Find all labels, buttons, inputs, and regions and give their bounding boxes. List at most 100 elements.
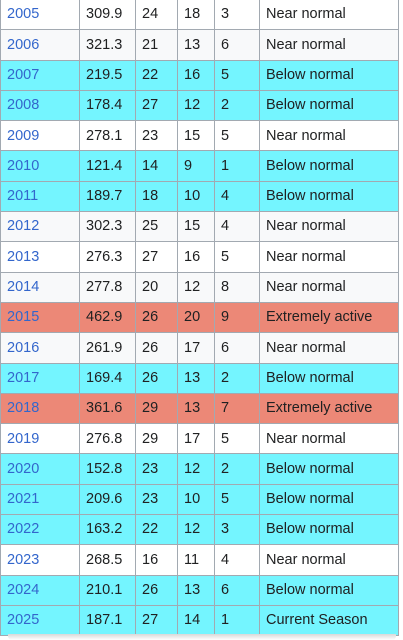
table-row: 2023 268.5 16 11 4 Near normal xyxy=(0,544,399,576)
hurricanes-cell: 9 xyxy=(177,150,215,182)
hurricanes-cell: 13 xyxy=(177,392,215,425)
tropical-storms-cell: 23 xyxy=(135,120,178,152)
season-year-link[interactable]: 2009 xyxy=(7,127,40,144)
major-hurricanes-cell: 5 xyxy=(214,423,260,455)
classification-cell: Near normal xyxy=(259,332,399,364)
season-year-link[interactable]: 2005 xyxy=(7,6,40,23)
major-hurricanes-cell: 5 xyxy=(214,483,260,516)
classification-cell: Near normal xyxy=(259,0,399,31)
table-row: 2010 121.4 14 9 1 Below normal xyxy=(0,150,399,182)
major-hurricanes-cell: 1 xyxy=(214,150,260,182)
major-hurricanes-cell: 9 xyxy=(214,301,260,334)
year-cell: 2006 xyxy=(0,29,80,61)
season-year-link[interactable]: 2015 xyxy=(7,309,40,326)
classification-cell: Below normal xyxy=(259,180,399,213)
season-year-link[interactable]: 2025 xyxy=(7,612,40,629)
season-year-link[interactable]: 2021 xyxy=(7,491,40,508)
season-year-link[interactable]: 2014 xyxy=(7,279,40,296)
classification-cell: Below normal xyxy=(259,453,399,485)
ace-value-cell: 278.1 xyxy=(79,120,136,152)
classification-cell: Near normal xyxy=(259,544,399,576)
season-year-link[interactable]: 2016 xyxy=(7,339,40,356)
hurricanes-cell: 10 xyxy=(177,483,215,516)
table-bottom-shadow xyxy=(8,634,396,640)
season-year-link[interactable]: 2024 xyxy=(7,582,40,599)
classification-cell: Below normal xyxy=(259,362,399,394)
year-cell: 2024 xyxy=(0,574,80,606)
hurricanes-cell: 12 xyxy=(177,453,215,485)
season-year-link[interactable]: 2008 xyxy=(7,97,40,114)
hurricanes-cell: 13 xyxy=(177,29,215,61)
ace-value-cell: 309.9 xyxy=(79,0,136,31)
table-row: 2024 210.1 26 13 6 Below normal xyxy=(0,574,399,606)
hurricanes-cell: 11 xyxy=(177,544,215,576)
year-cell: 2021 xyxy=(0,483,80,516)
major-hurricanes-cell: 1 xyxy=(214,604,260,637)
hurricanes-cell: 17 xyxy=(177,332,215,364)
hurricanes-cell: 12 xyxy=(177,271,215,303)
season-year-link[interactable]: 2022 xyxy=(7,521,40,538)
tropical-storms-cell: 26 xyxy=(135,332,178,364)
tropical-storms-cell: 20 xyxy=(135,271,178,303)
hurricanes-cell: 17 xyxy=(177,423,215,455)
season-year-link[interactable]: 2007 xyxy=(7,66,40,83)
season-year-link[interactable]: 2006 xyxy=(7,36,40,53)
year-cell: 2019 xyxy=(0,423,80,455)
ace-value-cell: 121.4 xyxy=(79,150,136,182)
season-year-link[interactable]: 2023 xyxy=(7,551,40,568)
table-row: 2018 361.6 29 13 7 Extremely active xyxy=(0,392,399,425)
major-hurricanes-cell: 2 xyxy=(214,89,260,122)
season-year-link[interactable]: 2020 xyxy=(7,460,40,477)
hurricanes-cell: 13 xyxy=(177,362,215,394)
major-hurricanes-cell: 5 xyxy=(214,241,260,273)
year-cell: 2017 xyxy=(0,362,80,394)
ace-value-cell: 187.1 xyxy=(79,604,136,637)
major-hurricanes-cell: 5 xyxy=(214,120,260,152)
table-row: 2013 276.3 27 16 5 Near normal xyxy=(0,241,399,273)
classification-cell: Below normal xyxy=(259,150,399,182)
ace-value-cell: 169.4 xyxy=(79,362,136,394)
tropical-storms-cell: 29 xyxy=(135,423,178,455)
season-year-link[interactable]: 2012 xyxy=(7,218,40,235)
ace-value-cell: 268.5 xyxy=(79,544,136,576)
season-year-link[interactable]: 2017 xyxy=(7,369,40,386)
tropical-storms-cell: 26 xyxy=(135,362,178,394)
year-cell: 2014 xyxy=(0,271,80,303)
tropical-storms-cell: 22 xyxy=(135,514,178,546)
season-year-link[interactable]: 2013 xyxy=(7,248,40,265)
season-year-link[interactable]: 2019 xyxy=(7,430,40,447)
table-row: 2021 209.6 23 10 5 Below normal xyxy=(0,483,399,516)
year-cell: 2022 xyxy=(0,514,80,546)
season-year-link[interactable]: 2011 xyxy=(7,188,39,205)
major-hurricanes-cell: 7 xyxy=(214,392,260,425)
tropical-storms-cell: 23 xyxy=(135,453,178,485)
major-hurricanes-cell: 8 xyxy=(214,271,260,303)
hurricanes-cell: 15 xyxy=(177,211,215,243)
year-cell: 2012 xyxy=(0,211,80,243)
table-row: 2025 187.1 27 14 1 Current Season xyxy=(0,604,399,637)
classification-cell: Below normal xyxy=(259,483,399,516)
table-row: 2020 152.8 23 12 2 Below normal xyxy=(0,453,399,485)
tropical-storms-cell: 16 xyxy=(135,544,178,576)
classification-cell: Below normal xyxy=(259,89,399,122)
tropical-storms-cell: 27 xyxy=(135,604,178,637)
year-cell: 2013 xyxy=(0,241,80,273)
major-hurricanes-cell: 6 xyxy=(214,332,260,364)
tropical-storms-cell: 25 xyxy=(135,211,178,243)
hurricanes-cell: 15 xyxy=(177,120,215,152)
classification-cell: Below normal xyxy=(259,59,399,91)
ace-value-cell: 219.5 xyxy=(79,59,136,91)
table-row: 2009 278.1 23 15 5 Near normal xyxy=(0,120,399,152)
season-year-link[interactable]: 2018 xyxy=(7,400,40,417)
year-cell: 2010 xyxy=(0,150,80,182)
tropical-storms-cell: 27 xyxy=(135,89,178,122)
season-year-link[interactable]: 2010 xyxy=(7,157,40,174)
hurricanes-cell: 20 xyxy=(177,301,215,334)
year-cell: 2020 xyxy=(0,453,80,485)
ace-value-cell: 276.8 xyxy=(79,423,136,455)
year-cell: 2015 xyxy=(0,301,80,334)
major-hurricanes-cell: 6 xyxy=(214,29,260,61)
year-cell: 2016 xyxy=(0,332,80,364)
